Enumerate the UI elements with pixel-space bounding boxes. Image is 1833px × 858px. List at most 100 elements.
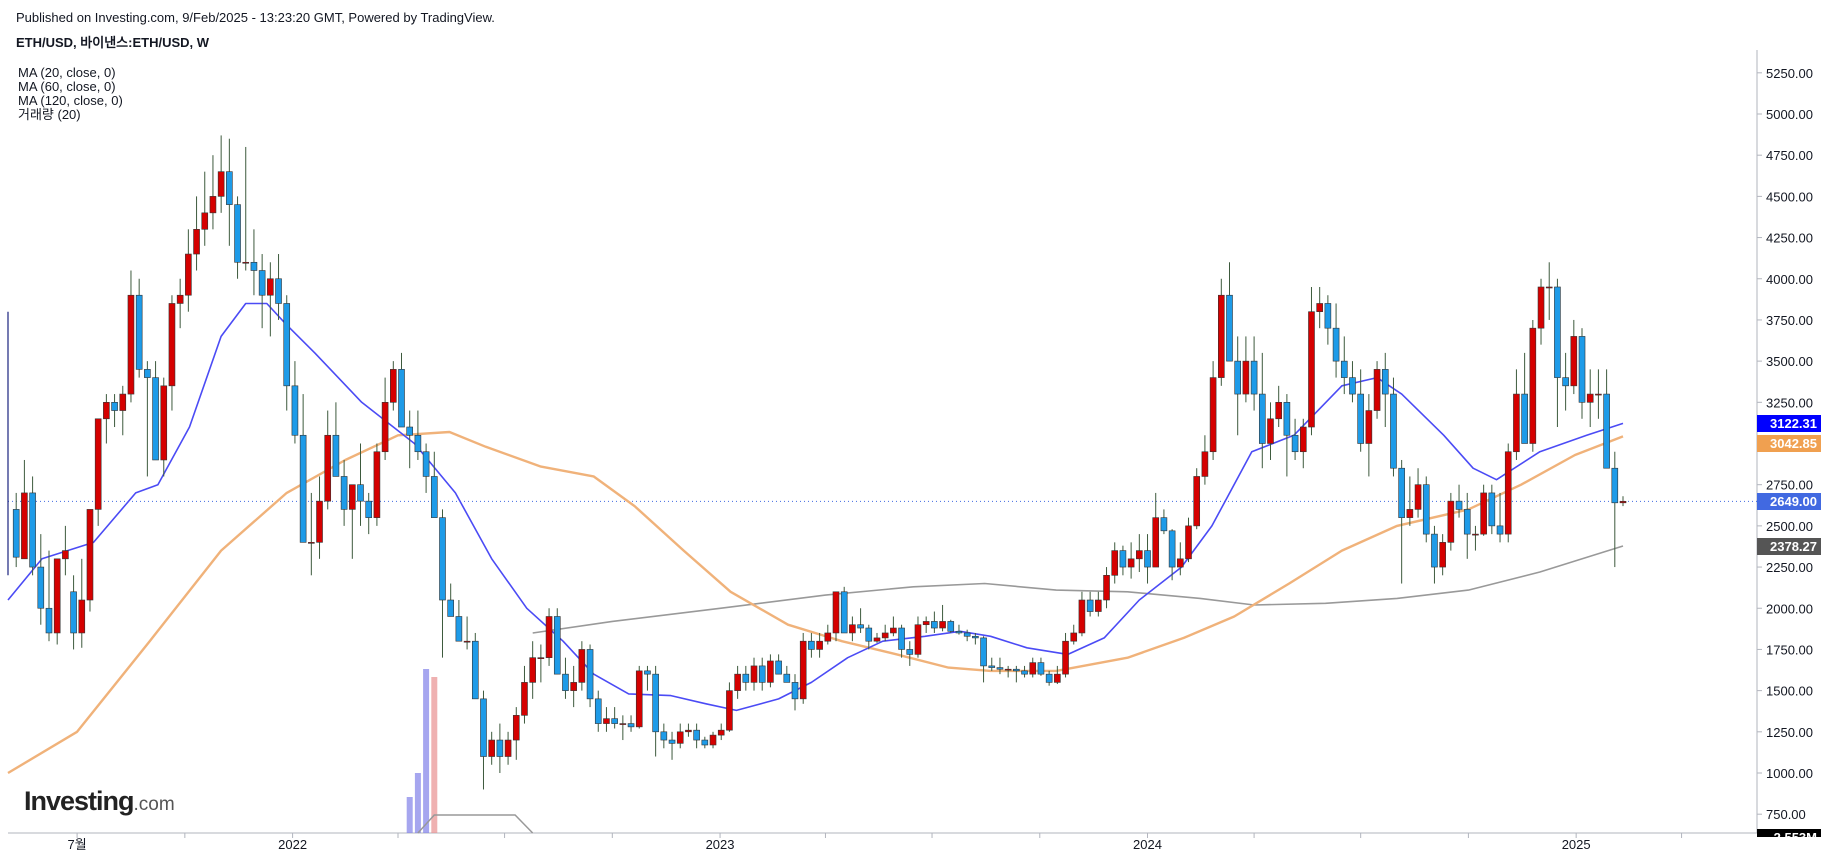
legend-ma20[interactable]: MA (20, close, 0): [18, 65, 116, 80]
candle-body: [1177, 558, 1184, 568]
candle-body: [1037, 662, 1045, 675]
candle-body: [1570, 336, 1578, 387]
candle-body: [1595, 393, 1602, 396]
symbol-title: ETH/USD, 바이낸스:ETH/USD, W: [16, 35, 210, 50]
candle-body: [340, 476, 348, 510]
candle-body: [1209, 377, 1217, 453]
candle-body: [1488, 492, 1496, 527]
candle-body: [1480, 492, 1487, 535]
candle-body: [78, 599, 86, 634]
candle-body: [1062, 640, 1069, 675]
candle-body: [111, 402, 118, 411]
candle-body: [1086, 599, 1094, 612]
legend-ma60[interactable]: MA (60, close, 0): [18, 79, 116, 94]
volume-bar: [414, 773, 421, 833]
candle-body: [586, 649, 594, 700]
candle-body: [275, 278, 282, 304]
candle-body: [594, 698, 602, 724]
candle-body: [988, 665, 996, 668]
candle-body: [1332, 327, 1340, 362]
candle-body: [1447, 500, 1455, 543]
candle-body: [37, 566, 45, 609]
candle-body: [1521, 393, 1528, 444]
candle-body: [463, 640, 471, 643]
candle-body: [840, 591, 848, 634]
candle-body: [1340, 360, 1348, 378]
candle-body: [1472, 533, 1479, 536]
y-tick-label: 4500.00: [1766, 189, 1813, 204]
candle-body: [455, 616, 463, 642]
candle-body: [1045, 673, 1053, 683]
y-tick-label: 4750.00: [1766, 148, 1813, 163]
candle-body: [103, 402, 110, 420]
candle-body: [1324, 303, 1332, 329]
candle-body: [709, 734, 717, 746]
ma60-price-tag: 3042.85: [1757, 435, 1821, 453]
candle-body: [86, 509, 94, 601]
candle-body: [135, 294, 143, 370]
candle-body: [283, 303, 291, 387]
candle-body: [562, 673, 569, 691]
candle-body: [857, 624, 864, 629]
candle-body: [1103, 574, 1110, 601]
candle-body: [939, 621, 946, 629]
legend-ma120[interactable]: MA (120, close, 0): [18, 93, 123, 108]
candle-body: [537, 657, 545, 659]
y-tick-label: 1750.00: [1766, 642, 1813, 657]
y-tick-label: 1000.00: [1766, 766, 1813, 781]
candle-body: [1275, 402, 1282, 420]
candle-body: [1013, 668, 1020, 672]
candle-body: [1054, 673, 1061, 683]
candle-body: [832, 591, 840, 634]
candle-body: [1373, 369, 1381, 411]
candle-body: [1414, 484, 1422, 510]
candle-body: [308, 542, 315, 544]
candle-body: [1127, 558, 1135, 568]
candle-body: [1390, 393, 1397, 469]
candle-body: [881, 632, 889, 639]
candle-body: [430, 476, 438, 518]
candle-body: [373, 451, 381, 518]
volume-bar: [406, 797, 413, 833]
candle-body: [603, 718, 610, 724]
candle-body: [119, 393, 127, 411]
x-tick-label: 7월: [67, 837, 86, 852]
candle-body: [693, 729, 700, 741]
y-tick-label: 2750.00: [1766, 478, 1813, 493]
candle-body: [299, 434, 307, 543]
candle-body: [1234, 360, 1241, 395]
y-tick-label: 750.00: [1766, 807, 1806, 822]
candle-body: [644, 670, 651, 675]
published-line: Published on Investing.com, 9/Feb/2025 -…: [16, 10, 495, 25]
candle-body: [685, 729, 692, 733]
candle-body: [791, 682, 799, 700]
candle-body: [1004, 668, 1012, 671]
candle-body: [504, 739, 512, 757]
candle-body: [1611, 467, 1619, 504]
candle-body: [209, 196, 217, 214]
candle-body: [1381, 369, 1389, 395]
candle-body: [29, 492, 36, 568]
candle-body: [1193, 476, 1201, 527]
candle-body: [127, 294, 135, 395]
candle-body: [1021, 670, 1028, 675]
legend-volume[interactable]: 거래량 (20): [18, 107, 81, 122]
x-tick-label: 2023: [706, 837, 735, 852]
candle-body: [226, 171, 233, 205]
candle-body: [185, 253, 192, 296]
candle-body: [1586, 393, 1594, 403]
candle-body: [619, 723, 627, 725]
candle-body: [955, 631, 963, 634]
candle-body: [1258, 393, 1266, 444]
volume-price-tag: 2.553M: [1757, 829, 1821, 837]
candle-body: [611, 718, 618, 724]
y-tick-label: 5250.00: [1766, 66, 1813, 81]
candle-body: [1250, 360, 1258, 395]
candle-body: [1431, 533, 1438, 568]
candle-body: [1029, 662, 1037, 675]
candle-body: [890, 627, 897, 634]
candle-body: [1406, 509, 1414, 518]
candle-body: [1439, 542, 1446, 568]
candle-body: [258, 270, 266, 296]
